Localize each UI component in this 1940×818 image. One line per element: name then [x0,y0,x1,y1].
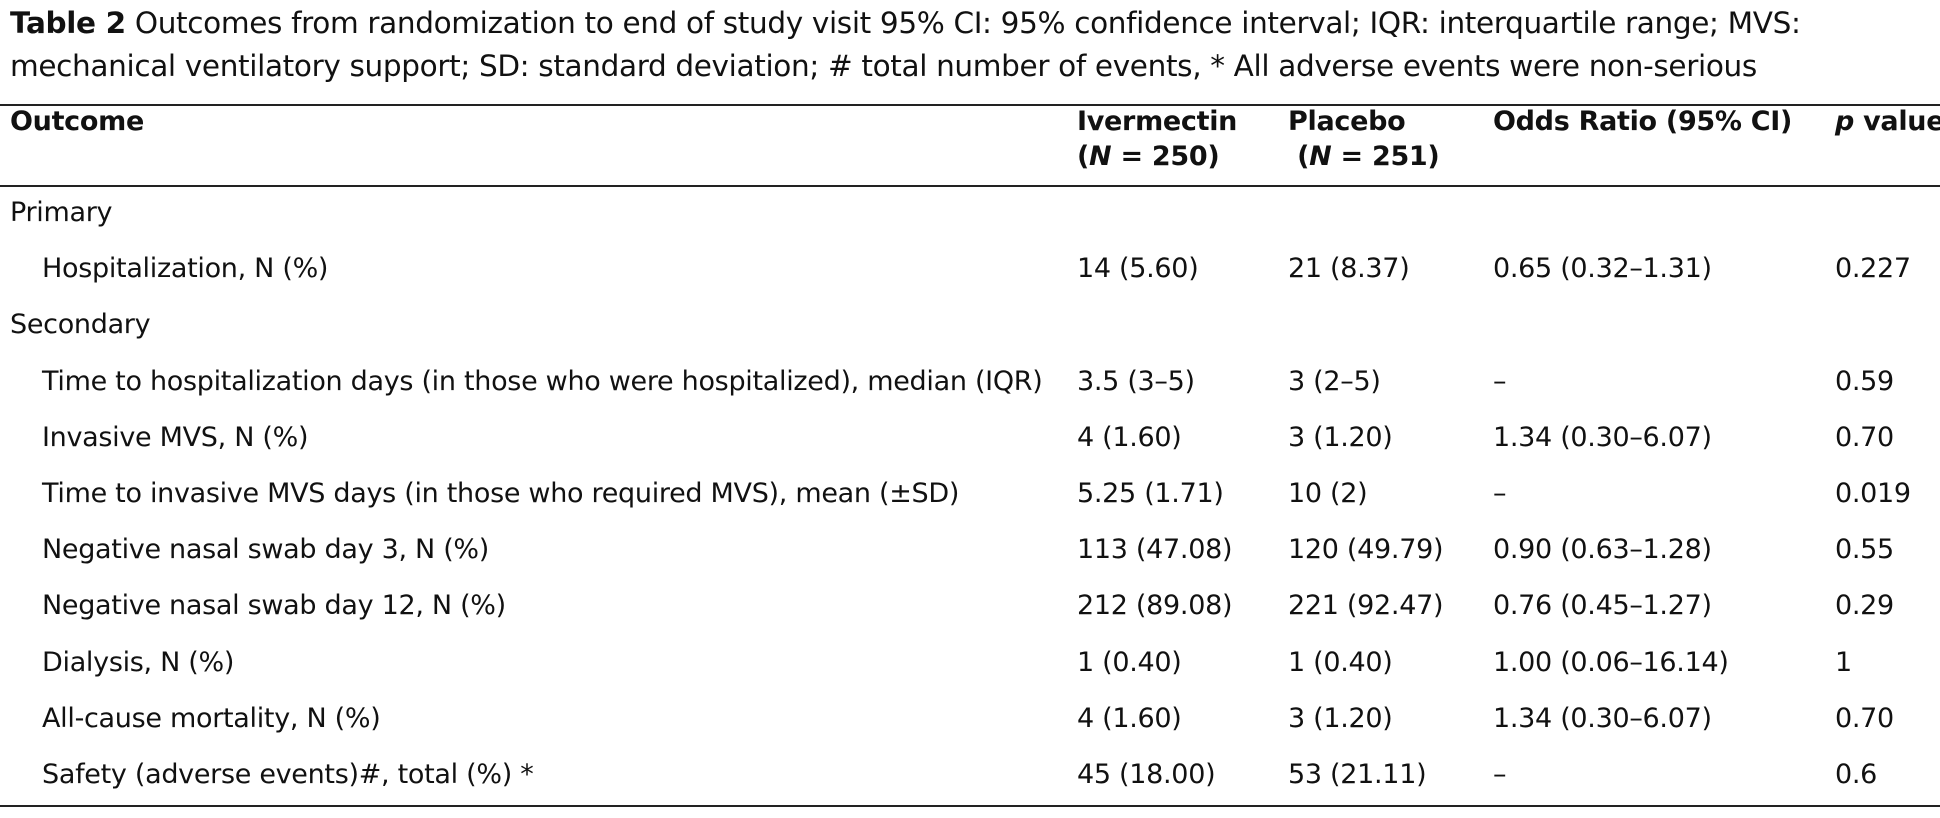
ivermectin-cell: 5.25 (1.71) [1077,478,1224,509]
header-outcome: Outcome [10,106,144,137]
placebo-cell: 1 (0.40) [1288,646,1393,678]
table-row: Negative nasal swab day 3, N (%) 113 (47.… [0,522,1940,578]
table-top-rule [0,104,1940,106]
header-odds-ratio: Odds Ratio (95% CI) [1493,106,1793,137]
outcome-cell: Negative nasal swab day 12, N (%) [42,590,506,622]
table-row: Time to invasive MVS days (in those who … [0,466,1940,522]
outcome-cell: All-cause mortality, N (%) [42,702,381,734]
header-p-var: p [1835,106,1855,137]
placebo-cell: 3 (1.20) [1288,702,1393,734]
table-bottom-rule [0,805,1940,807]
table-row: Time to hospitalization days (in those w… [0,354,1940,410]
header-ivermectin-n-var: N [1089,141,1112,172]
p-value-cell: 1 [1835,646,1852,678]
outcome-cell: Negative nasal swab day 3, N (%) [42,534,490,566]
header-p-suffix: value [1854,106,1940,137]
placebo-cell: 221 (92.47) [1288,590,1444,622]
outcome-cell: Dialysis, N (%) [42,646,235,678]
p-value-cell: 0.59 [1835,365,1894,397]
header-ivermectin-name: Ivermectin [1077,106,1238,137]
ivermectin-cell: 113 (47.08) [1077,534,1233,566]
ivermectin-cell: 4 (1.60) [1077,421,1182,453]
ivermectin-cell: 4 (1.60) [1077,702,1182,734]
outcome-cell: Primary [10,197,113,228]
placebo-cell: 53 (21.11) [1288,759,1427,790]
placebo-cell: 3 (1.20) [1288,421,1393,453]
placebo-cell: 10 (2) [1288,478,1368,509]
odds-ratio-cell: 0.76 (0.45–1.27) [1493,590,1712,622]
outcome-cell: Invasive MVS, N (%) [42,421,309,453]
table-row: Invasive MVS, N (%) 4 (1.60) 3 (1.20) 1.34 … [0,410,1940,466]
header-ivermectin-n-open: ( [1077,141,1090,172]
odds-ratio-cell: 1.34 (0.30–6.07) [1493,421,1712,453]
odds-ratio-cell: – [1493,478,1507,509]
odds-ratio-cell: 0.65 (0.32–1.31) [1493,253,1712,285]
table-row: Negative nasal swab day 12, N (%) 212 (89… [0,578,1940,634]
table-row: Hospitalization, N (%) 14 (5.60) 21 (8.37)… [0,241,1940,297]
table-label: Table 2 [10,6,126,40]
placebo-cell: 21 (8.37) [1288,253,1410,285]
header-p-value: p value [1835,104,1940,139]
p-value-cell: 0.70 [1835,702,1894,734]
header-placebo-n-var: N [1309,141,1332,172]
ivermectin-cell: 1 (0.40) [1077,646,1182,678]
ivermectin-cell: 212 (89.08) [1077,590,1233,622]
outcome-cell: Safety (adverse events)#, total (%) * [42,759,534,790]
ivermectin-cell: 3.5 (3–5) [1077,365,1195,397]
header-ivermectin: Ivermectin (N = 250) [1077,104,1237,174]
section-row: Secondary [0,297,1940,353]
p-value-cell: 0.019 [1835,478,1911,509]
table-row: All-cause mortality, N (%) 4 (1.60) 3 (1.2… [0,691,1940,747]
placebo-cell: 3 (2–5) [1288,365,1381,397]
header-placebo-n-open: ( [1288,141,1310,172]
odds-ratio-cell: – [1493,759,1507,790]
table-row: Dialysis, N (%) 1 (0.40) 1 (0.40) 1.00 (0.0… [0,635,1940,691]
p-value-cell: 0.227 [1835,253,1911,285]
header-placebo-name: Placebo [1288,106,1406,137]
p-value-cell: 0.55 [1835,534,1894,566]
outcome-cell: Time to invasive MVS days (in those who … [42,478,960,509]
ivermectin-cell: 45 (18.00) [1077,759,1216,790]
odds-ratio-cell: 0.90 (0.63–1.28) [1493,534,1712,566]
placebo-cell: 120 (49.79) [1288,534,1444,566]
outcome-cell: Secondary [10,309,151,341]
odds-ratio-cell: – [1493,365,1507,397]
outcome-cell: Time to hospitalization days (in those w… [42,365,1043,397]
table-header-rule [0,185,1940,187]
table-row: Safety (adverse events)#, total (%) * 45 … [0,747,1940,803]
outcome-cell: Hospitalization, N (%) [42,253,329,285]
p-value-cell: 0.6 [1835,759,1878,790]
ivermectin-cell: 14 (5.60) [1077,253,1199,285]
section-row: Primary [0,185,1940,241]
table-caption: Table 2 Outcomes from randomization to e… [10,2,1930,88]
p-value-cell: 0.70 [1835,421,1894,453]
odds-ratio-cell: 1.00 (0.06–16.14) [1493,646,1729,678]
header-placebo-n-value: = 251) [1331,141,1440,172]
header-ivermectin-n: (N = 250) [1077,139,1237,174]
header-placebo: Placebo (N = 251) [1288,104,1440,174]
odds-ratio-cell: 1.34 (0.30–6.07) [1493,702,1712,734]
header-placebo-n: (N = 251) [1288,139,1440,174]
header-ivermectin-n-value: = 250) [1111,141,1220,172]
p-value-cell: 0.29 [1835,590,1894,622]
caption-text: Outcomes from randomization to end of st… [10,6,1801,83]
